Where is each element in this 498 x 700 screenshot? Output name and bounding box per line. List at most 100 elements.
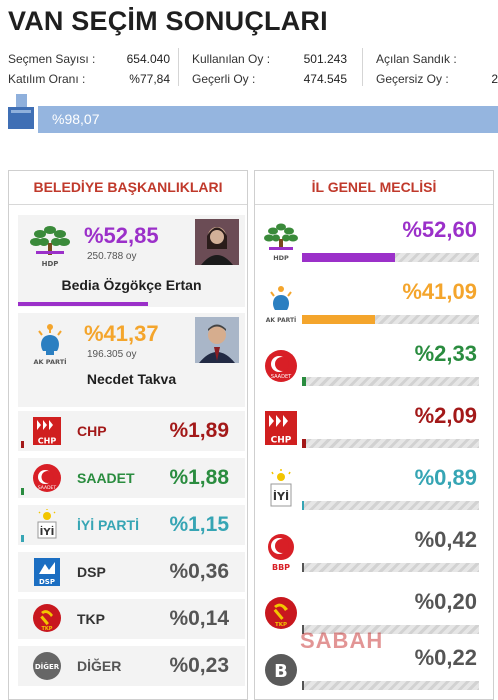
iyi-logo-icon: İYİ <box>37 509 57 539</box>
candidate-name: Necdet Takva <box>86 371 177 387</box>
ballot-box-icon <box>8 94 34 129</box>
council-row-chp[interactable]: CHP %2,09 <box>258 401 491 457</box>
chp-logo-icon: CHP <box>265 411 297 446</box>
panel-title: BELEDİYE BAŞKANLIKLARI <box>9 171 247 205</box>
svg-text:AK PARTİ: AK PARTİ <box>33 357 66 366</box>
party-name: SAADET <box>77 470 135 486</box>
stat-value: 2 <box>491 72 498 86</box>
vote-percentage: %52,85 <box>84 223 159 248</box>
vote-percentage: %0,14 <box>169 607 229 630</box>
akparti-logo-icon: AK PARTİ <box>33 324 67 366</box>
party-row-dsp[interactable]: DSP DSP %0,36 <box>18 552 245 592</box>
svg-text:HDP: HDP <box>273 254 289 262</box>
party-row-chp[interactable]: CHP CHP %1,89 <box>18 411 245 451</box>
candidate-underline <box>18 302 148 306</box>
vote-share-bar <box>302 501 479 510</box>
stat-label: Geçerli Oy : <box>192 72 256 86</box>
vote-share-bar <box>302 439 479 448</box>
counted-progress-text: %98,07 <box>52 111 100 127</box>
vote-percentage: %1,88 <box>169 466 229 489</box>
vote-count: 196.305 oy <box>87 349 137 360</box>
vote-percentage: %0,22 <box>414 645 477 670</box>
stats-strip: Seçmen Sayısı : 654.040 Katılım Oranı : … <box>0 48 498 90</box>
vote-share-fill <box>302 439 306 448</box>
party-row-saadet[interactable]: SAADET SAADET %1,88 <box>18 458 245 498</box>
council-row-tkp[interactable]: TKP %0,20 <box>258 587 491 643</box>
vote-share-bar <box>302 377 479 386</box>
stat-label: Geçersiz Oy : <box>376 72 449 86</box>
party-row-iyi[interactable]: İYİ İYİ PARTİ %1,15 <box>18 505 245 545</box>
stat-label: Açılan Sandık : <box>376 52 457 66</box>
vote-percentage: %2,09 <box>414 403 477 428</box>
vote-share-bar <box>302 253 479 262</box>
share-tick <box>21 441 24 448</box>
tkp-logo-icon: TKP <box>33 604 61 632</box>
stat-value: 474.545 <box>303 72 347 86</box>
mayor-results-panel: BELEDİYE BAŞKANLIKLARI HDP %52,85 250.78… <box>8 170 248 700</box>
akparti-logo-icon: AK PARTİ <box>266 286 297 324</box>
council-row-other[interactable]: B %0,22 <box>258 643 491 699</box>
page-title: VAN SEÇİM SONUÇLARI <box>8 6 328 36</box>
stat-value: %77,84 <box>129 72 170 86</box>
counted-progress-bar: %98,07 <box>38 106 498 133</box>
vote-percentage: %0,89 <box>414 465 477 490</box>
hdp-logo-icon: HDP <box>30 226 70 268</box>
vote-percentage: %0,20 <box>414 589 477 614</box>
svg-text:DİĞER: DİĞER <box>35 662 60 671</box>
vote-share-fill <box>302 625 305 634</box>
vote-share-fill <box>302 253 396 262</box>
iyi-logo-icon: İYİ <box>270 469 292 507</box>
vote-share-bar <box>302 563 479 572</box>
saadet-logo-icon: SAADET <box>33 464 61 492</box>
vote-percentage: %0,36 <box>169 560 229 583</box>
svg-text:TKP: TKP <box>42 626 53 632</box>
panel-title: İL GENEL MECLİSİ <box>255 171 493 205</box>
party-row-diger[interactable]: DİĞER DİĞER %0,23 <box>18 646 245 686</box>
svg-text:İYİ: İYİ <box>40 524 55 538</box>
party-name: DİĞER <box>77 658 122 674</box>
saadet-logo-icon: SAADET <box>265 350 297 382</box>
divider <box>178 48 179 86</box>
party-b-logo-icon: B <box>265 654 297 686</box>
svg-text:SAADET: SAADET <box>271 374 292 380</box>
dsp-logo-icon: DSP <box>34 558 60 586</box>
party-name: İYİ PARTİ <box>77 517 139 533</box>
party-name: TKP <box>77 611 105 627</box>
vote-percentage: %0,23 <box>169 654 229 677</box>
party-name: DSP <box>77 564 106 580</box>
vote-share-fill <box>302 377 307 386</box>
vote-share-fill <box>302 563 305 572</box>
share-tick <box>21 535 24 542</box>
divider <box>362 48 363 86</box>
council-row-akparti[interactable]: AK PARTİ %41,09 <box>258 277 491 333</box>
vote-percentage: %41,09 <box>402 279 477 304</box>
stat-value: 654.040 <box>126 52 170 66</box>
vote-share-bar <box>302 315 479 324</box>
council-row-saadet[interactable]: SAADET %2,33 <box>258 339 491 395</box>
candidate-photo <box>195 317 239 363</box>
vote-percentage: %1,89 <box>169 419 229 442</box>
vote-percentage: %0,42 <box>414 527 477 552</box>
stat-label: Seçmen Sayısı : <box>8 52 96 66</box>
svg-text:CHP: CHP <box>271 436 292 446</box>
svg-text:TKP: TKP <box>275 622 287 628</box>
vote-share-bar <box>302 681 479 690</box>
svg-text:AK PARTİ: AK PARTİ <box>266 317 297 324</box>
candidate-name: Bedia Özgökçe Ertan <box>61 277 202 293</box>
vote-percentage: %41,37 <box>84 321 159 346</box>
vote-share-bar <box>302 625 479 634</box>
svg-text:DSP: DSP <box>39 578 55 586</box>
tkp-logo-icon: TKP <box>265 597 297 629</box>
candidate-card-akparti[interactable]: AK PARTİ %41,37 196.305 oy Necdet Takva <box>18 313 245 407</box>
council-row-iyi[interactable]: İYİ %0,89 <box>258 463 491 519</box>
hdp-logo-icon: HDP <box>264 223 298 262</box>
svg-text:B: B <box>274 661 288 682</box>
council-row-hdp[interactable]: HDP %52,60 <box>258 215 491 271</box>
council-row-bbp[interactable]: BBP %0,42 <box>258 525 491 581</box>
svg-text:CHP: CHP <box>38 437 57 446</box>
vote-count: 250.788 oy <box>87 251 137 262</box>
party-row-tkp[interactable]: TKP TKP %0,14 <box>18 599 245 639</box>
candidate-card-hdp[interactable]: HDP %52,85 250.788 oy Bedia Özgökçe Erta… <box>18 215 245 307</box>
stat-label: Katılım Oranı : <box>8 72 86 86</box>
vote-percentage: %1,15 <box>169 513 229 536</box>
